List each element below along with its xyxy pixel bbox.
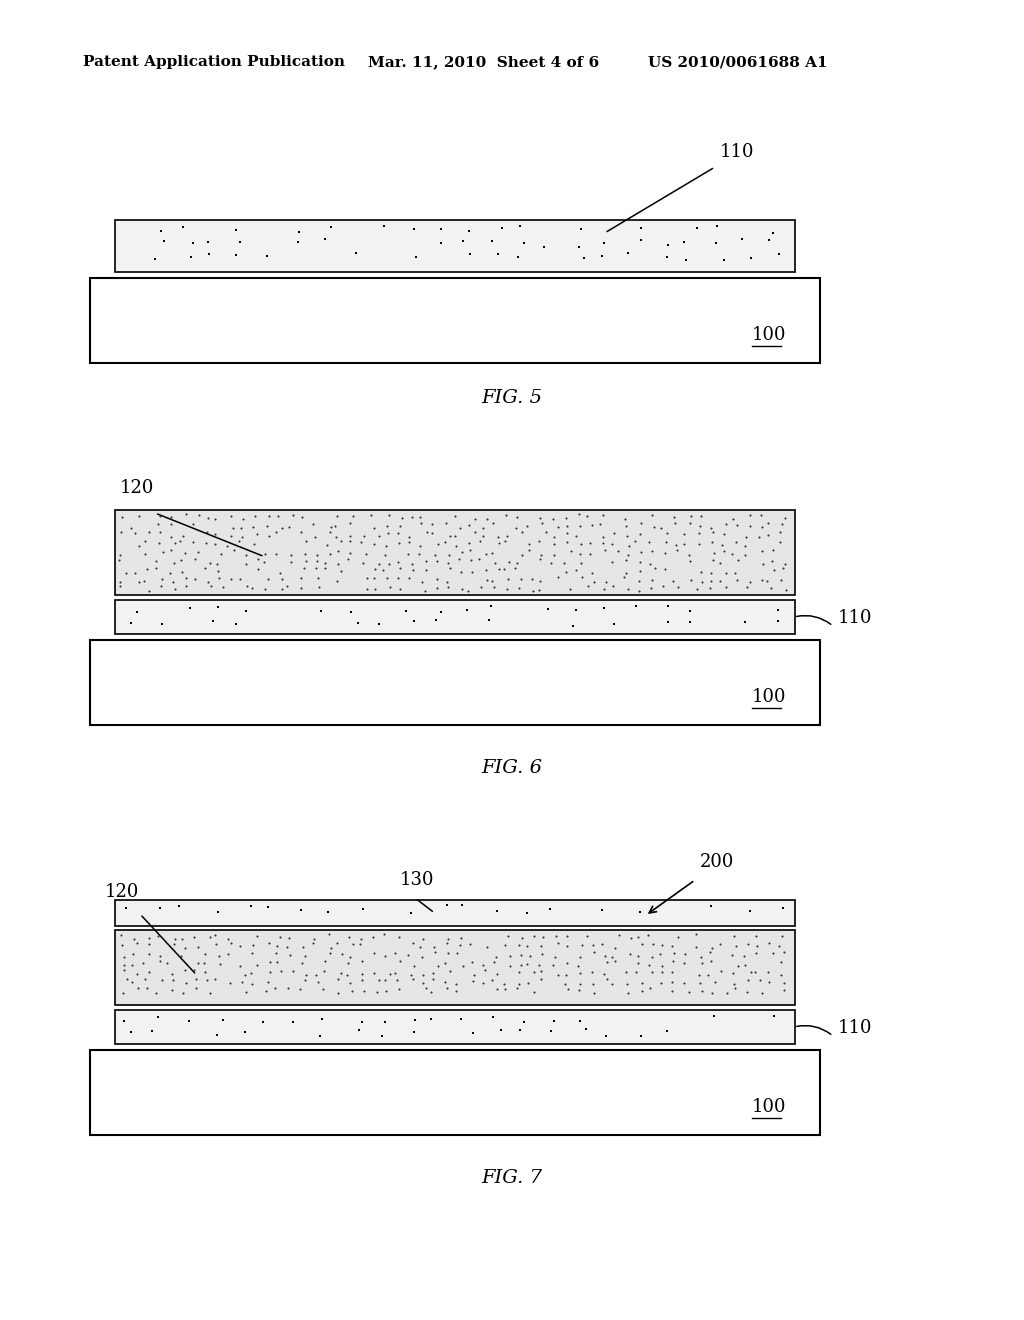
Bar [90, 640, 820, 725]
Text: US 2010/0061688 A1: US 2010/0061688 A1 [648, 55, 827, 69]
Text: 200: 200 [700, 853, 734, 871]
Bar [115, 510, 795, 595]
Bar [115, 931, 795, 1005]
Text: 110: 110 [720, 143, 755, 161]
Text: 110: 110 [838, 609, 872, 627]
Text: 120: 120 [120, 479, 155, 498]
Text: Mar. 11, 2010  Sheet 4 of 6: Mar. 11, 2010 Sheet 4 of 6 [368, 55, 599, 69]
Bar [115, 900, 795, 927]
Text: FIG. 5: FIG. 5 [481, 389, 543, 407]
Text: FIG. 6: FIG. 6 [481, 759, 543, 777]
Text: FIG. 7: FIG. 7 [481, 1170, 543, 1187]
Text: 100: 100 [752, 688, 786, 706]
Bar [115, 1010, 795, 1044]
Text: Patent Application Publication: Patent Application Publication [83, 55, 345, 69]
Text: 100: 100 [752, 1098, 786, 1115]
Bar [90, 279, 820, 363]
Text: 110: 110 [838, 1019, 872, 1038]
Bar [90, 1049, 820, 1135]
Text: 130: 130 [400, 871, 434, 888]
Bar [115, 601, 795, 634]
Text: 100: 100 [752, 326, 786, 345]
Text: 120: 120 [105, 883, 139, 902]
Bar [115, 220, 795, 272]
